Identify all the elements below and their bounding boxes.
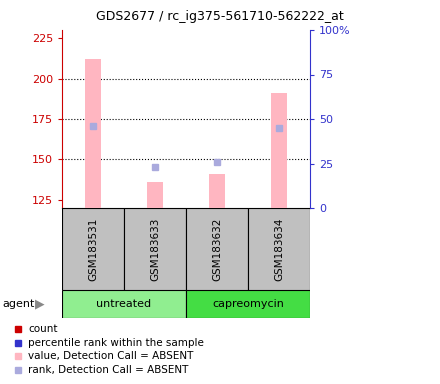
Text: GSM183633: GSM183633 [150,217,160,281]
Text: agent: agent [2,299,35,309]
Bar [62,290,186,318]
Bar [186,290,310,318]
Text: ▶: ▶ [35,298,44,311]
Text: value, Detection Call = ABSENT: value, Detection Call = ABSENT [28,351,193,361]
Bar [62,208,124,290]
Bar [271,93,287,208]
Text: percentile rank within the sample: percentile rank within the sample [28,338,204,348]
Bar [186,208,248,290]
Text: rank, Detection Call = ABSENT: rank, Detection Call = ABSENT [28,365,188,375]
Bar [124,208,186,290]
Bar [147,182,163,208]
Text: GSM183632: GSM183632 [212,217,222,281]
Bar [85,59,101,208]
Bar [248,208,310,290]
Text: GDS2677 / rc_ig375-561710-562222_at: GDS2677 / rc_ig375-561710-562222_at [96,10,344,23]
Text: count: count [28,324,58,334]
Text: GSM183634: GSM183634 [274,217,284,281]
Bar [209,174,225,208]
Text: capreomycin: capreomycin [212,299,284,309]
Text: untreated: untreated [96,299,151,309]
Text: GSM183531: GSM183531 [88,217,98,281]
